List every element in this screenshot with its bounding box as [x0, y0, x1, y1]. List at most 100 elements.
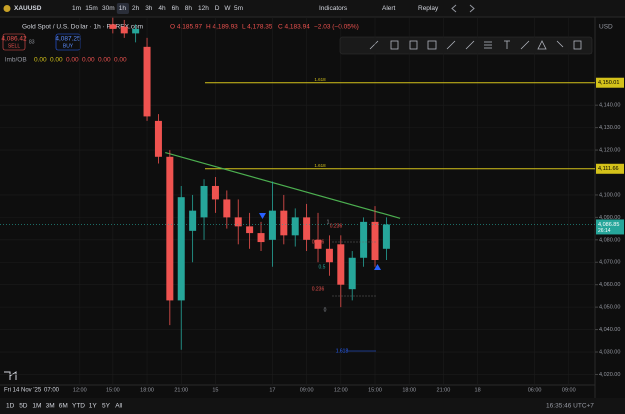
y-tick-label: 4,070.00	[599, 260, 620, 266]
candle-body	[371, 221, 379, 261]
candle-body	[177, 197, 185, 301]
y-tick-label: 4,120.00	[599, 148, 620, 154]
candle-body	[211, 185, 219, 200]
range-button[interactable]: 5D	[19, 403, 28, 410]
fib-label: 0.786	[312, 239, 325, 245]
undo-button[interactable]	[451, 4, 457, 13]
range-button[interactable]: 3M	[46, 403, 55, 410]
countdown: 26:14	[598, 228, 611, 234]
range-button[interactable]: YTD	[72, 403, 85, 410]
bottom-bar	[0, 398, 625, 414]
range-button[interactable]: All	[115, 403, 123, 410]
timeframe-button[interactable]: 3h	[145, 5, 153, 12]
last-price-label: 4,086.85	[598, 222, 619, 228]
range-button[interactable]: 1Y	[89, 403, 98, 410]
spread: 83	[29, 39, 35, 45]
y-tick-label: 4,090.00	[599, 215, 620, 221]
timeframe-button[interactable]: 4h	[158, 5, 166, 12]
drawing-tools[interactable]	[369, 40, 582, 50]
range-button[interactable]: 1M	[32, 403, 41, 410]
range-button[interactable]: 1D	[6, 403, 15, 410]
candle-body	[234, 217, 242, 227]
timeframe-button[interactable]: 1h	[119, 5, 127, 12]
x-tick-label: 15	[212, 387, 218, 393]
x-tick-label: 18:00	[402, 387, 416, 393]
fib-label: 0.236	[312, 286, 325, 292]
candle-body	[246, 226, 254, 234]
candle-body	[325, 248, 333, 263]
range-button[interactable]: 6M	[59, 403, 68, 410]
candle-body	[337, 244, 345, 285]
x-tick-label: 17	[269, 387, 275, 393]
replay-button[interactable]: Replay	[418, 5, 439, 12]
price-label: 4,111.66	[598, 166, 619, 172]
candle-body	[166, 156, 174, 301]
indicator-value: 0.00	[66, 57, 79, 64]
sell-box[interactable]	[2, 33, 26, 51]
trend-line	[165, 151, 401, 219]
fib-label: 1.618	[336, 348, 349, 354]
y-tick-label: 4,140.00	[599, 103, 620, 109]
timeframe-button[interactable]: 12h	[198, 5, 209, 12]
crosshair-date: Fri 14 Nov '25	[4, 388, 42, 394]
candle-body	[143, 46, 151, 117]
x-tick-label: 21:00	[174, 387, 188, 393]
indicators-button[interactable]: Indicators	[319, 5, 348, 12]
fib-label: 0.5	[319, 264, 326, 270]
line-note: 1.618	[314, 77, 326, 82]
indicator-value: 0.00	[50, 57, 63, 64]
timeframe-button[interactable]: D	[215, 5, 220, 12]
y-tick-label: 4,100.00	[599, 192, 620, 198]
symbol-icon	[3, 5, 11, 12]
x-tick-label: 06:00	[528, 387, 542, 393]
timeframe-button[interactable]: 1m	[72, 5, 81, 12]
last-price-box	[596, 219, 624, 235]
currency[interactable]: USD	[599, 24, 613, 31]
top-toolbar	[0, 0, 625, 17]
indicator-value: 0.00	[114, 57, 127, 64]
ohlc-value: H 4,189.93	[206, 24, 238, 31]
redo-button[interactable]	[469, 4, 475, 13]
signal-marker	[259, 213, 266, 219]
timeframe-button[interactable]: W	[224, 5, 231, 12]
candle-body	[120, 26, 128, 34]
timeframe-button[interactable]: 6h	[172, 5, 180, 12]
candle-body	[280, 210, 288, 236]
candle-body	[268, 210, 276, 240]
y-tick-label: 4,060.00	[599, 282, 620, 288]
indicator-value: 0.00	[34, 57, 47, 64]
indicator-name: lmb/OB	[5, 57, 27, 64]
candle-body	[200, 185, 208, 218]
signal-marker	[374, 264, 381, 270]
price-label-box	[596, 163, 624, 174]
timeframe-button[interactable]: 2h	[132, 5, 140, 12]
timeframe-button[interactable]: 8h	[185, 5, 193, 12]
indicator-value: 0.00	[98, 57, 111, 64]
symbol[interactable]: XAUUSD	[14, 5, 42, 12]
y-tick-label: 4,020.00	[599, 372, 620, 378]
candle-body	[223, 199, 231, 218]
line-note: 1.618	[314, 163, 326, 168]
indicator-value: 0.00	[82, 57, 95, 64]
timeframe-button[interactable]: 15m	[85, 5, 98, 12]
candle-body	[291, 217, 299, 236]
x-tick-label: 18:00	[140, 387, 154, 393]
sell-label: SELL	[8, 43, 20, 49]
candle-body	[109, 24, 117, 29]
range-button[interactable]: 5Y	[102, 403, 111, 410]
ohlc-value: −2.03 (−0.05%)	[314, 24, 359, 31]
candle-body	[382, 224, 390, 249]
timeframe-button[interactable]: 5m	[234, 5, 243, 12]
y-tick-label: 4,040.00	[599, 327, 620, 333]
clock: 16:35:46 UTC+7	[546, 403, 594, 410]
legend-title: Gold Spot / U.S. Dollar · 1h · FOREX.com	[22, 24, 143, 31]
x-tick-label: 18	[475, 387, 481, 393]
timeframe-button[interactable]: 30m	[102, 5, 115, 12]
ohlc-value: O 4,185.97	[170, 24, 203, 31]
candle-body	[154, 120, 162, 157]
y-tick-label: 4,050.00	[599, 305, 620, 311]
alert-button[interactable]: Alert	[382, 5, 396, 12]
candle-body	[348, 257, 356, 290]
x-tick-label: 12:00	[334, 387, 348, 393]
